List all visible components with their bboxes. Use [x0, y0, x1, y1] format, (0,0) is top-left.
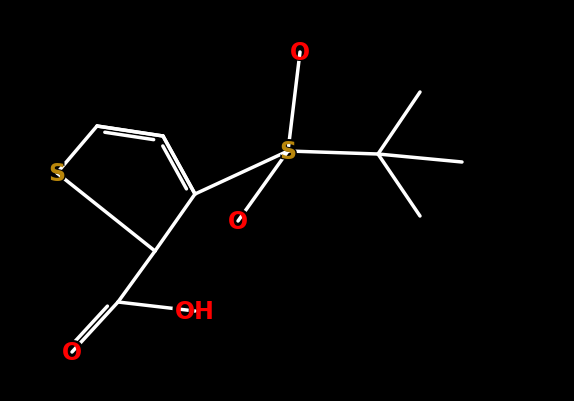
Text: S: S	[280, 140, 297, 164]
Text: O: O	[62, 340, 82, 364]
Text: S: S	[48, 162, 65, 186]
Text: O: O	[228, 209, 248, 233]
Text: OH: OH	[170, 297, 220, 325]
Text: OH: OH	[175, 299, 215, 323]
Text: O: O	[288, 39, 312, 67]
Text: S: S	[277, 138, 298, 166]
Text: O: O	[226, 207, 250, 235]
Text: O: O	[60, 338, 84, 366]
Text: S: S	[46, 160, 68, 188]
Text: O: O	[290, 41, 310, 65]
